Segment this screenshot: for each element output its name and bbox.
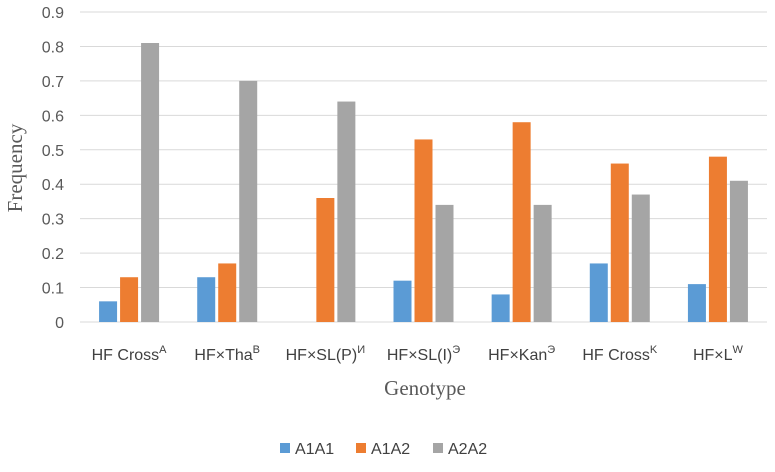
x-tick-label: HF×SL(P)И bbox=[286, 344, 365, 364]
y-tick-label: 0.7 bbox=[42, 74, 64, 91]
y-axis-title: Frequency bbox=[3, 123, 27, 212]
bar-a1a1-7 bbox=[687, 284, 706, 322]
legend-swatch-a1a2 bbox=[356, 443, 366, 453]
legend: A1A1 A1A2 A2A2 bbox=[280, 441, 487, 458]
bar-a2a2-3 bbox=[337, 101, 356, 322]
x-tick-label-superscript: K bbox=[650, 344, 658, 356]
x-tick-label-text: HF×L bbox=[693, 347, 733, 364]
y-tick-label: 0 bbox=[55, 315, 64, 332]
x-tick-label-text: HF Cross bbox=[92, 347, 160, 364]
x-tick-label: HF CrossK bbox=[582, 344, 658, 364]
y-tick-labels: 0 0.1 0.2 0.3 0.4 0.5 0.6 0.7 0.8 0.9 bbox=[42, 5, 64, 332]
legend-label-a2a2: A2A2 bbox=[448, 441, 487, 458]
x-tick-label: HF×ThaB bbox=[194, 344, 260, 364]
y-tick-label: 0.9 bbox=[42, 5, 64, 22]
bar-a1a2-3 bbox=[316, 198, 335, 322]
x-tick-labels: HF CrossA HF×ThaB HF×SL(P)И HF×SL(I)Э HF×Kan… bbox=[92, 344, 744, 364]
bar-a1a2-6 bbox=[610, 163, 629, 322]
y-tick-label: 0.1 bbox=[42, 281, 64, 298]
bar-a1a1-6 bbox=[589, 263, 608, 322]
bar-a2a2-6 bbox=[631, 194, 650, 322]
bars bbox=[99, 43, 748, 322]
bar-a2a2-4 bbox=[435, 204, 454, 322]
legend-swatch-a2a2 bbox=[433, 443, 443, 453]
x-axis-title: Genotype bbox=[384, 376, 466, 400]
y-tick-label: 0.5 bbox=[42, 143, 64, 160]
bar-a1a2-5 bbox=[512, 122, 531, 322]
x-tick-label-text: HF×SL(P) bbox=[286, 347, 358, 364]
x-tick-label-text: HF×Kan bbox=[488, 347, 547, 364]
x-tick-label-superscript: W bbox=[733, 344, 744, 356]
x-tick-label-text: HF×Tha bbox=[194, 347, 252, 364]
legend-swatch-a1a1 bbox=[280, 443, 290, 453]
x-tick-label-text: HF×SL(I) bbox=[387, 347, 452, 364]
bar-a1a1-5 bbox=[491, 294, 510, 322]
x-tick-label: HF×KanЭ bbox=[488, 344, 555, 364]
bar-a1a2-2 bbox=[218, 263, 237, 322]
x-tick-label-superscript: И bbox=[357, 344, 365, 356]
x-tick-label-superscript: Э bbox=[547, 344, 555, 356]
x-tick-label-superscript: A bbox=[159, 344, 167, 356]
bar-a1a2-7 bbox=[708, 156, 727, 322]
bar-a1a2-1 bbox=[120, 277, 139, 322]
y-tick-label: 0.8 bbox=[42, 39, 64, 56]
legend-label-a1a1: A1A1 bbox=[295, 441, 334, 458]
bar-a2a2-1 bbox=[141, 43, 160, 322]
x-tick-label-superscript: Э bbox=[452, 344, 460, 356]
legend-label-a1a2: A1A2 bbox=[371, 441, 410, 458]
bar-a1a1-2 bbox=[197, 277, 216, 322]
x-tick-label: HF×LW bbox=[693, 344, 744, 364]
x-tick-label-superscript: B bbox=[253, 344, 260, 356]
y-tick-label: 0.3 bbox=[42, 212, 64, 229]
x-tick-label-text: HF Cross bbox=[582, 347, 650, 364]
bar-a1a1-4 bbox=[393, 280, 412, 322]
bar-a1a1-1 bbox=[99, 301, 118, 322]
bar-a2a2-2 bbox=[239, 80, 258, 322]
bar-a1a2-4 bbox=[414, 139, 433, 322]
y-tick-label: 0.2 bbox=[42, 246, 64, 263]
y-tick-label: 0.6 bbox=[42, 108, 64, 125]
y-tick-label: 0.4 bbox=[42, 177, 64, 194]
bar-a2a2-7 bbox=[729, 180, 748, 322]
bar-a2a2-5 bbox=[533, 204, 552, 322]
x-tick-label: HF×SL(I)Э bbox=[387, 344, 460, 364]
x-tick-label: HF CrossA bbox=[92, 344, 168, 364]
